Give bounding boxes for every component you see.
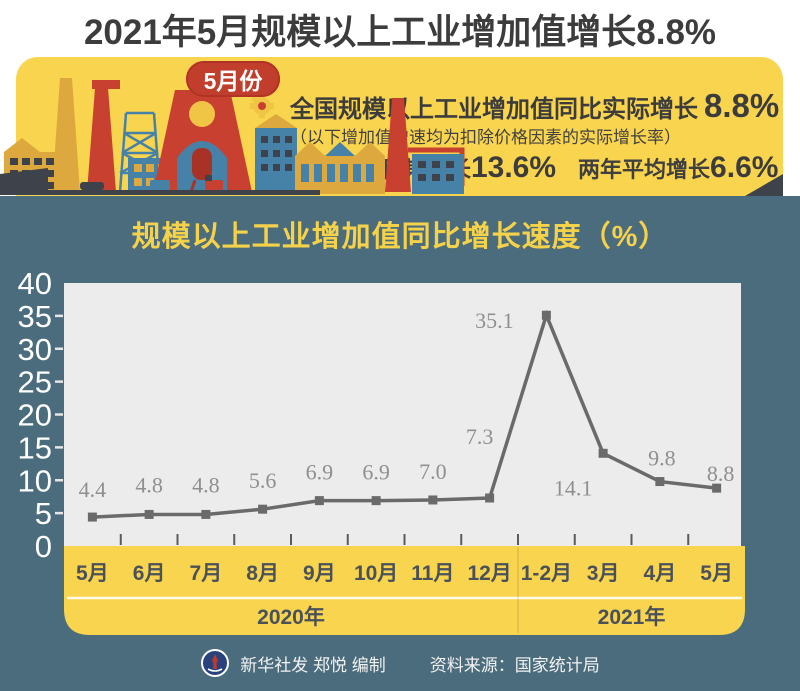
svg-text:7.3: 7.3 (466, 424, 494, 449)
footer: 新华社发 郑悦 编制 资料来源：国家统计局 (0, 648, 800, 678)
svg-text:35: 35 (18, 299, 52, 334)
two-year-label: 两年平均增长 (578, 157, 711, 182)
svg-text:4月: 4月 (644, 562, 677, 585)
month-badge: 5月份 (186, 61, 280, 97)
svg-text:2021年: 2021年 (598, 605, 666, 629)
svg-text:10: 10 (18, 463, 52, 498)
headline-value: 8.8% (704, 87, 780, 124)
svg-text:12月: 12月 (467, 562, 511, 585)
source-text: 资料来源：国家统计局 (429, 655, 600, 675)
xinhua-logo-icon (201, 649, 230, 677)
svg-text:9月: 9月 (303, 562, 336, 585)
svg-text:5月: 5月 (76, 562, 109, 585)
headline-line: 全国规模以上工业增加值同比实际增长 8.8% (290, 87, 779, 125)
svg-text:6.9: 6.9 (306, 460, 334, 485)
svg-text:30: 30 (18, 332, 52, 367)
two-year-value: 6.6% (710, 151, 779, 184)
svg-text:35.1: 35.1 (475, 308, 514, 333)
svg-text:10月: 10月 (354, 562, 398, 585)
chart-title: 规模以上工业增加值同比增长速度（%） (131, 221, 669, 253)
chart-section: 规模以上工业增加值同比增长速度（%） 0 5 10 15 20 25 30 35 40 5月 6月 7… (0, 196, 800, 691)
svg-text:4.8: 4.8 (135, 472, 163, 497)
header: 2021年5月规模以上工业增加值增长8.8% (0, 2, 800, 56)
svg-text:9.8: 9.8 (648, 446, 676, 471)
svg-text:8.8: 8.8 (707, 461, 735, 486)
svg-text:7月: 7月 (190, 562, 223, 585)
svg-text:14.1: 14.1 (554, 475, 593, 500)
compare-2019-value: 13.6% (470, 151, 557, 184)
svg-text:25: 25 (18, 365, 52, 400)
page-title: 2021年5月规模以上工业增加值增长8.8% (83, 12, 717, 52)
svg-text:4.4: 4.4 (79, 477, 107, 502)
svg-text:0: 0 (35, 529, 52, 564)
credit-text: 新华社发 郑悦 编制 (240, 655, 386, 675)
svg-text:7.0: 7.0 (419, 459, 447, 484)
factory-illustration-icon (0, 78, 465, 195)
svg-text:6月: 6月 (133, 562, 166, 585)
svg-text:11月: 11月 (411, 562, 454, 585)
headline-note: （以下增加值增速均为扣除价格因素的实际增长率） (290, 128, 681, 147)
svg-text:1-2月: 1-2月 (521, 562, 572, 585)
svg-text:40: 40 (18, 266, 52, 301)
svg-text:5.6: 5.6 (249, 468, 277, 493)
headline-text: 全国规模以上工业增加值同比实际增长 (290, 96, 698, 123)
svg-text:4.8: 4.8 (192, 472, 220, 497)
svg-text:5月: 5月 (700, 562, 733, 585)
svg-text:20: 20 (18, 398, 52, 433)
svg-text:3月: 3月 (587, 562, 620, 585)
fold-corner-icon (745, 174, 783, 196)
svg-text:5: 5 (35, 496, 52, 531)
svg-text:8月: 8月 (246, 562, 279, 585)
svg-text:15: 15 (18, 430, 52, 465)
svg-text:6.9: 6.9 (362, 460, 390, 485)
svg-text:2020年: 2020年 (257, 605, 325, 629)
